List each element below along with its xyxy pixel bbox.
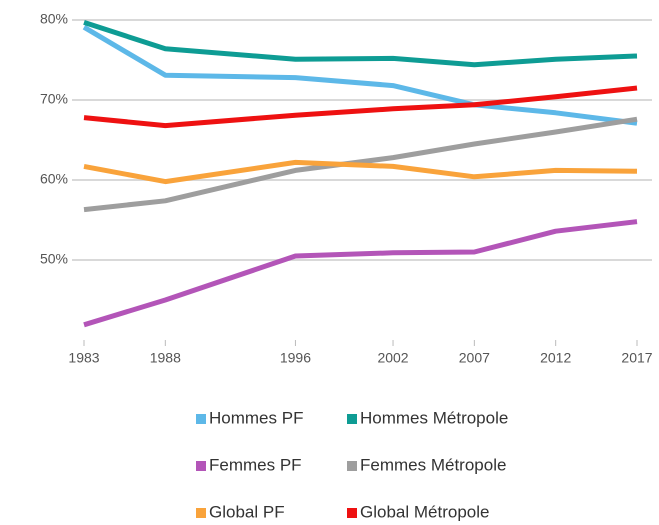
series-line	[82, 25, 638, 126]
x-tick-label: 2012	[540, 350, 571, 366]
x-tick-label: 2017	[621, 350, 652, 366]
legend-label: Hommes Métropole	[360, 408, 508, 427]
legend-label: Femmes Métropole	[360, 455, 506, 474]
y-tick-label: 70%	[40, 91, 68, 107]
x-tick-label: 1996	[280, 350, 311, 366]
series-line	[83, 85, 638, 129]
legend-label: Hommes PF	[209, 408, 303, 427]
legend-swatch	[347, 414, 357, 424]
series-line	[83, 20, 638, 68]
x-tick-label: 1988	[150, 350, 181, 366]
legend-swatch	[196, 414, 206, 424]
y-tick-label: 80%	[40, 11, 68, 27]
legend-swatch	[196, 508, 206, 518]
x-tick-label: 2002	[377, 350, 408, 366]
y-tick-label: 60%	[40, 171, 68, 187]
legend-label: Global PF	[209, 502, 285, 521]
legend-swatch	[347, 508, 357, 518]
legend-swatch	[196, 461, 206, 471]
x-tick-label: 1983	[68, 350, 99, 366]
legend-label: Femmes PF	[209, 455, 302, 474]
legend-label: Global Métropole	[360, 502, 489, 521]
series-line	[83, 219, 638, 328]
series-line	[83, 159, 638, 185]
y-tick-label: 50%	[40, 251, 68, 267]
x-tick-label: 2007	[459, 350, 490, 366]
series-line	[83, 116, 638, 213]
legend-swatch	[347, 461, 357, 471]
